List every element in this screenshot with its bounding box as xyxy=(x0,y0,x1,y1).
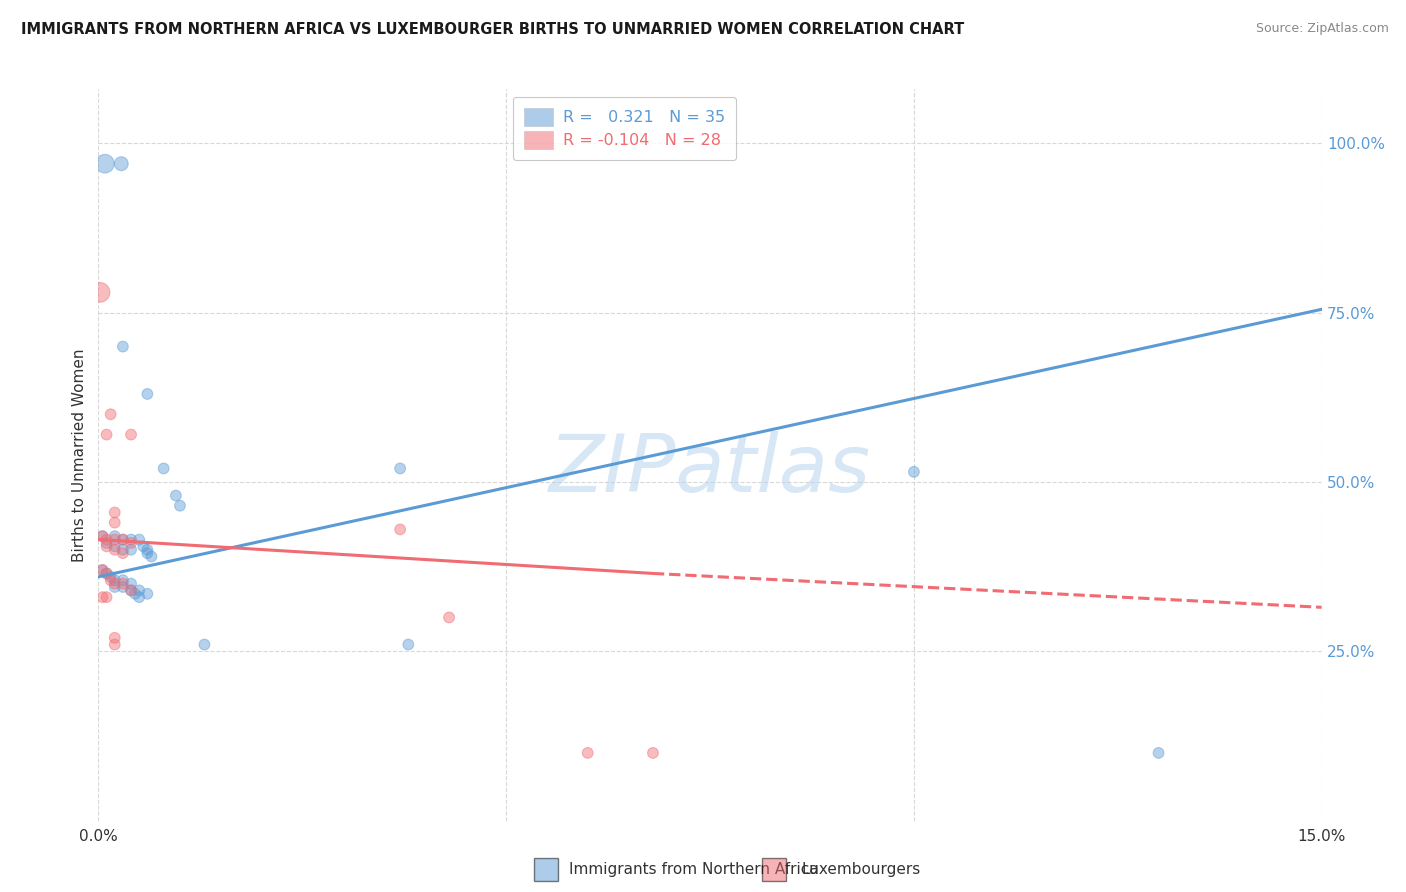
Point xyxy=(100,407,122,421)
Point xyxy=(104,576,127,591)
Point xyxy=(124,587,146,601)
Point xyxy=(389,523,412,537)
Point xyxy=(91,563,114,577)
Point xyxy=(94,157,117,171)
Legend: R =   0.321   N = 35, R = -0.104   N = 28: R = 0.321 N = 35, R = -0.104 N = 28 xyxy=(513,97,735,160)
Point xyxy=(903,465,925,479)
Point xyxy=(104,638,127,652)
Point xyxy=(1147,746,1170,760)
Y-axis label: Births to Unmarried Women: Births to Unmarried Women xyxy=(72,348,87,562)
Point xyxy=(120,542,142,557)
Point xyxy=(111,533,134,547)
Point xyxy=(104,516,127,530)
Point xyxy=(120,583,142,598)
Point xyxy=(132,539,155,553)
Point xyxy=(128,583,150,598)
Point xyxy=(389,461,412,475)
Point xyxy=(128,533,150,547)
Text: Source: ZipAtlas.com: Source: ZipAtlas.com xyxy=(1256,22,1389,36)
Point xyxy=(136,542,159,557)
Point xyxy=(437,610,460,624)
Point xyxy=(141,549,163,564)
Point xyxy=(120,427,142,442)
Point xyxy=(100,570,122,584)
Point xyxy=(96,427,118,442)
Text: ZIPatlas: ZIPatlas xyxy=(548,431,872,508)
Point xyxy=(193,638,215,652)
Point xyxy=(96,539,118,553)
Point xyxy=(136,587,159,601)
Point xyxy=(96,566,118,581)
Point xyxy=(104,506,127,520)
Text: IMMIGRANTS FROM NORTHERN AFRICA VS LUXEMBOURGER BIRTHS TO UNMARRIED WOMEN CORREL: IMMIGRANTS FROM NORTHERN AFRICA VS LUXEM… xyxy=(21,22,965,37)
Point xyxy=(91,590,114,604)
Point xyxy=(104,542,127,557)
Point xyxy=(111,546,134,560)
Point xyxy=(104,580,127,594)
Point xyxy=(104,529,127,543)
Text: Immigrants from Northern Africa: Immigrants from Northern Africa xyxy=(569,863,820,877)
Point xyxy=(120,583,142,598)
Point xyxy=(111,533,134,547)
Point xyxy=(110,157,132,171)
Point xyxy=(111,576,134,591)
Point xyxy=(100,573,122,587)
Point xyxy=(91,529,114,543)
Point xyxy=(96,536,118,550)
Point xyxy=(169,499,191,513)
Point xyxy=(165,489,187,503)
Point xyxy=(128,590,150,604)
Point xyxy=(111,542,134,557)
Point xyxy=(104,631,127,645)
Point xyxy=(396,638,419,652)
Point xyxy=(89,285,111,300)
Point xyxy=(136,546,159,560)
Point xyxy=(120,576,142,591)
Point xyxy=(111,340,134,354)
Point xyxy=(96,590,118,604)
Point xyxy=(576,746,599,760)
Point xyxy=(96,533,118,547)
Point xyxy=(96,566,118,581)
Point xyxy=(120,533,142,547)
Point xyxy=(641,746,664,760)
Point xyxy=(104,533,127,547)
Text: Luxembourgers: Luxembourgers xyxy=(801,863,921,877)
Point xyxy=(104,539,127,553)
Point xyxy=(91,529,114,543)
Point xyxy=(91,563,114,577)
Point xyxy=(104,573,127,587)
Point xyxy=(111,580,134,594)
Point xyxy=(152,461,174,475)
Point xyxy=(111,573,134,587)
Point xyxy=(120,536,142,550)
Point xyxy=(136,387,159,401)
